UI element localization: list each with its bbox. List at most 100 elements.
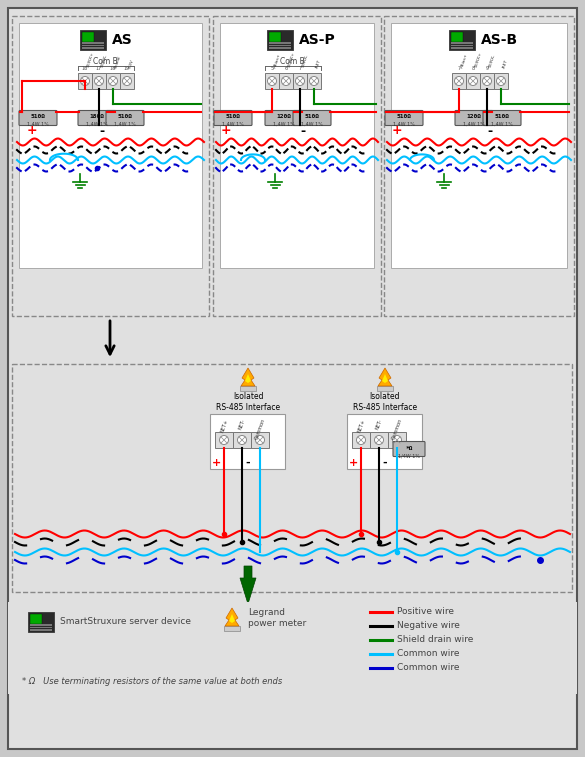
Circle shape — [356, 435, 366, 444]
Text: 180Ω: 180Ω — [90, 114, 105, 120]
Text: 1,4W 1%: 1,4W 1% — [222, 122, 244, 127]
FancyBboxPatch shape — [106, 111, 144, 126]
Text: AS-P: AS-P — [299, 33, 336, 47]
Text: -: - — [301, 124, 305, 138]
Bar — [269, 42, 291, 43]
Bar — [451, 45, 473, 46]
Text: AS: AS — [112, 33, 133, 47]
Text: TX/RX+: TX/RX+ — [86, 51, 95, 69]
Text: 510Ω: 510Ω — [305, 114, 319, 120]
Circle shape — [497, 76, 505, 86]
FancyBboxPatch shape — [19, 111, 57, 126]
Text: 1/4W 1%: 1/4W 1% — [398, 453, 420, 458]
Circle shape — [108, 76, 118, 86]
Text: 510Ω: 510Ω — [397, 114, 411, 120]
Bar — [269, 32, 281, 42]
Text: 120Ω: 120Ω — [277, 114, 291, 120]
Polygon shape — [229, 614, 235, 623]
Bar — [240, 386, 256, 391]
Text: TX/RX+: TX/RX+ — [474, 51, 483, 69]
Text: 1,4W 1%: 1,4W 1% — [114, 122, 136, 127]
FancyBboxPatch shape — [483, 111, 521, 126]
Bar — [449, 30, 475, 50]
Bar — [106, 73, 120, 89]
Text: Negative wire: Negative wire — [397, 621, 460, 631]
FancyBboxPatch shape — [455, 111, 493, 126]
Text: 1,4W 1%: 1,4W 1% — [86, 122, 108, 127]
Bar — [352, 432, 370, 448]
FancyBboxPatch shape — [385, 111, 423, 126]
Text: NET+: NET+ — [219, 418, 229, 433]
Text: TX/RX-: TX/RX- — [100, 54, 108, 69]
Bar — [80, 30, 106, 50]
Bar — [267, 30, 293, 50]
Bar — [19, 23, 202, 268]
Bar — [82, 45, 104, 46]
Bar — [480, 73, 494, 89]
Bar — [370, 432, 388, 448]
Text: Common wire: Common wire — [397, 650, 459, 659]
Bar — [293, 73, 307, 89]
Text: 1,4W 1%: 1,4W 1% — [393, 122, 415, 127]
Text: 510Ω: 510Ω — [225, 114, 240, 120]
Bar — [78, 73, 92, 89]
FancyBboxPatch shape — [78, 111, 116, 126]
Circle shape — [295, 76, 305, 86]
Bar — [466, 73, 480, 89]
Text: AS-B: AS-B — [481, 33, 518, 47]
Bar — [233, 432, 251, 448]
Text: 19: 19 — [124, 66, 130, 71]
Polygon shape — [241, 368, 255, 386]
Text: NET-: NET- — [375, 418, 383, 430]
Bar — [28, 612, 54, 632]
Text: NET-: NET- — [238, 418, 246, 430]
Text: TX/RX-: TX/RX- — [488, 54, 496, 69]
Text: 510Ω: 510Ω — [30, 114, 46, 120]
Polygon shape — [245, 374, 251, 383]
Bar — [220, 23, 374, 268]
Circle shape — [122, 76, 132, 86]
Text: Isolated
RS-485 Interface: Isolated RS-485 Interface — [353, 392, 417, 412]
Bar — [82, 42, 104, 43]
Circle shape — [483, 76, 491, 86]
Text: Com B: Com B — [92, 58, 118, 67]
Text: +: + — [392, 124, 402, 138]
Circle shape — [469, 76, 477, 86]
Text: +: + — [27, 124, 37, 138]
Bar — [451, 42, 473, 43]
Text: +: + — [349, 458, 358, 468]
FancyBboxPatch shape — [393, 441, 425, 456]
Text: Com B: Com B — [280, 58, 304, 67]
Bar — [215, 432, 233, 448]
Text: 1,4W 1%: 1,4W 1% — [491, 122, 513, 127]
FancyBboxPatch shape — [214, 111, 252, 126]
Text: -RET: -RET — [315, 58, 322, 69]
Circle shape — [281, 76, 291, 86]
Circle shape — [374, 435, 384, 444]
Text: Common: Common — [391, 418, 403, 441]
Text: -: - — [245, 458, 250, 468]
Bar — [265, 73, 279, 89]
Circle shape — [267, 76, 277, 86]
Polygon shape — [225, 608, 239, 626]
Text: 7: 7 — [298, 66, 301, 71]
Text: +: + — [221, 124, 231, 138]
Circle shape — [393, 435, 401, 444]
Text: TX/RX+: TX/RX+ — [287, 51, 296, 69]
Bar — [30, 624, 52, 625]
Bar — [82, 47, 104, 48]
Text: +: + — [212, 458, 221, 468]
Bar — [377, 386, 393, 391]
Text: Legrand
power meter: Legrand power meter — [248, 608, 307, 628]
Bar — [451, 32, 463, 42]
Text: SmartStruxure server device: SmartStruxure server device — [60, 618, 191, 627]
Bar — [120, 73, 134, 89]
Circle shape — [81, 76, 90, 86]
Bar — [8, 602, 577, 694]
Circle shape — [95, 76, 104, 86]
Bar — [391, 23, 567, 268]
Text: Common wire: Common wire — [397, 663, 459, 672]
Text: Isolated
RS-485 Interface: Isolated RS-485 Interface — [216, 392, 280, 412]
Text: Common: Common — [254, 418, 266, 441]
Circle shape — [219, 435, 229, 444]
